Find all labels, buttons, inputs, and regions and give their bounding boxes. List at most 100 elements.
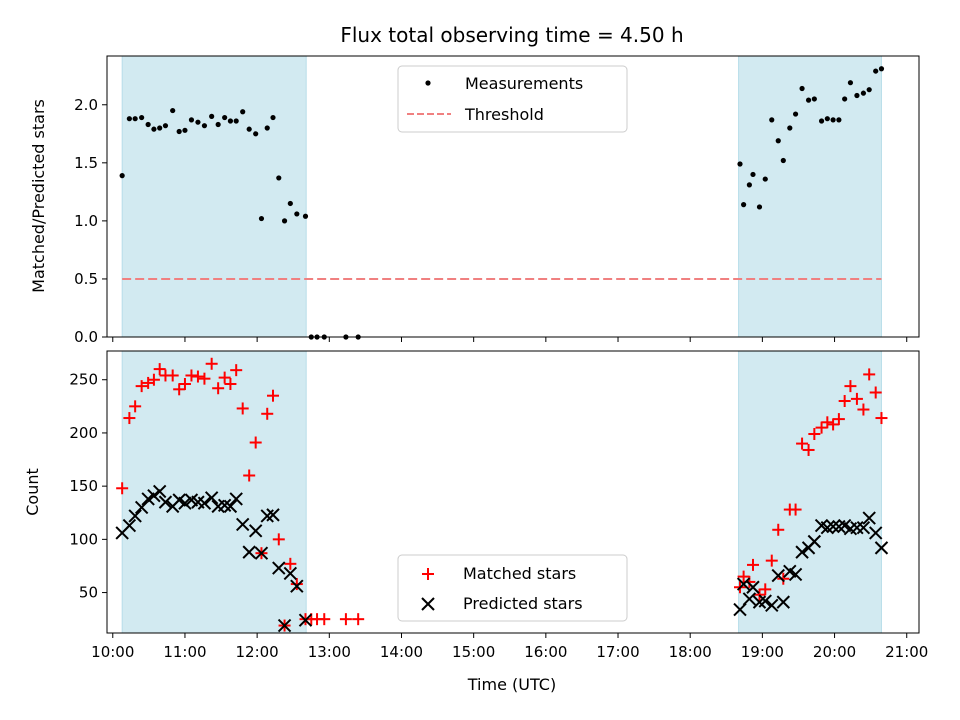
cross-b	[128, 509, 142, 523]
measurement-point	[878, 66, 885, 72]
cross-b	[733, 602, 747, 617]
cross-b	[277, 618, 292, 633]
matched-star-point	[166, 369, 179, 382]
predicted-star-point	[862, 511, 876, 525]
cross-b	[272, 561, 286, 575]
matched-star-point	[777, 572, 790, 585]
measurement-point	[818, 118, 825, 124]
matched-star-point	[218, 371, 231, 384]
cross-b	[856, 520, 871, 535]
measurement-point	[258, 215, 265, 222]
matched-star-point	[789, 503, 802, 516]
cross-b	[783, 564, 797, 578]
bottom-x-tick-label: 17:00	[596, 643, 639, 661]
measurements-points	[119, 66, 885, 340]
measurement-point	[240, 109, 246, 115]
matched-star-point	[236, 402, 249, 415]
matched-star-point	[827, 418, 840, 431]
cross-b	[837, 518, 852, 533]
bottom-panel: 50 100 150 200 250 10:00 11:00 12:00 13:00 14:00…	[23, 350, 928, 694]
top-y-tick-label: 0.5	[74, 270, 98, 288]
predicted-star-point	[736, 577, 751, 591]
predicted-star-point	[204, 491, 219, 505]
cross-b	[242, 545, 256, 559]
matched-star-point	[759, 583, 772, 596]
predicted-star-point	[147, 489, 161, 503]
measurement-point	[287, 200, 293, 207]
predicted-star-point	[733, 602, 747, 617]
predicted-star-point	[152, 484, 167, 499]
measurement-point	[756, 204, 763, 210]
bottom-y-tick-label: 100	[69, 530, 98, 548]
cross-b	[172, 493, 186, 507]
matched-star-point	[838, 395, 851, 408]
measurement-point	[182, 127, 188, 133]
legend-matched-label: Matched stars	[463, 564, 576, 583]
cross-b	[254, 546, 269, 560]
measurement-point	[854, 92, 860, 99]
measurement-point	[787, 125, 793, 131]
measurement-point	[227, 118, 234, 124]
measurement-point	[824, 116, 830, 122]
top-y-tick-label: 2.0	[74, 96, 98, 114]
cross-b	[152, 484, 167, 499]
cross-b	[807, 534, 822, 549]
cross-b	[134, 500, 149, 515]
measurement-point	[805, 97, 812, 103]
measurement-point	[176, 128, 182, 135]
top-y-tick-label: 1.5	[74, 154, 98, 172]
predicted-star-point	[776, 595, 791, 609]
measurement-point	[246, 126, 252, 132]
matched-star-point	[737, 570, 750, 583]
bottom-x-tick-label: 13:00	[308, 643, 351, 661]
measurement-point	[860, 90, 867, 96]
top-shaded-span-1	[121, 55, 307, 338]
cross-b	[266, 508, 280, 522]
cross-b	[814, 518, 829, 533]
matched-star-point	[746, 558, 759, 571]
measurement-point	[762, 176, 768, 182]
measurement-point	[866, 87, 872, 93]
cross-b	[147, 489, 161, 503]
cross-b	[795, 545, 809, 559]
cross-b	[158, 495, 173, 509]
cross-b	[197, 496, 212, 510]
cross-b	[223, 499, 238, 514]
measurement-point	[126, 116, 132, 122]
measurement-point	[119, 172, 125, 179]
matched-star-point	[318, 613, 331, 626]
measurement-point	[847, 80, 854, 86]
predicted-star-point	[158, 495, 173, 509]
matched-star-point	[352, 613, 365, 626]
predicted-star-point	[758, 594, 772, 608]
bottom-x-tick-label: 19:00	[741, 643, 784, 661]
matched-star-point	[205, 357, 218, 370]
matched-star-point	[863, 368, 876, 381]
bottom-x-tick-label: 16:00	[524, 643, 567, 661]
measurement-point	[151, 126, 157, 132]
cross-b	[248, 524, 263, 538]
matched-star-point	[243, 469, 256, 482]
bottom-x-tick-label: 21:00	[885, 643, 928, 661]
cross-b	[826, 519, 840, 534]
matched-stars-points	[116, 357, 888, 632]
cross-b	[874, 541, 889, 555]
cross-b	[771, 568, 785, 583]
predicted-star-point	[765, 598, 779, 613]
measurement-point	[737, 161, 743, 167]
predicted-star-point	[248, 524, 263, 538]
measurement-point	[775, 138, 781, 144]
chart-title: Flux total observing time = 4.50 h	[340, 23, 683, 47]
cross-b	[736, 577, 751, 591]
top-legend: Measurements Threshold	[397, 65, 628, 133]
top-axes-frame	[106, 55, 920, 338]
matched-star-point	[844, 380, 857, 393]
bottom-y-tick-label: 200	[69, 424, 98, 442]
matched-star-point	[267, 389, 280, 402]
measurement-point	[162, 123, 169, 129]
matched-star-point	[129, 400, 142, 413]
measurement-point	[157, 125, 163, 131]
cross-b	[122, 518, 137, 533]
measurement-point	[741, 202, 747, 208]
measurement-point	[195, 119, 201, 125]
